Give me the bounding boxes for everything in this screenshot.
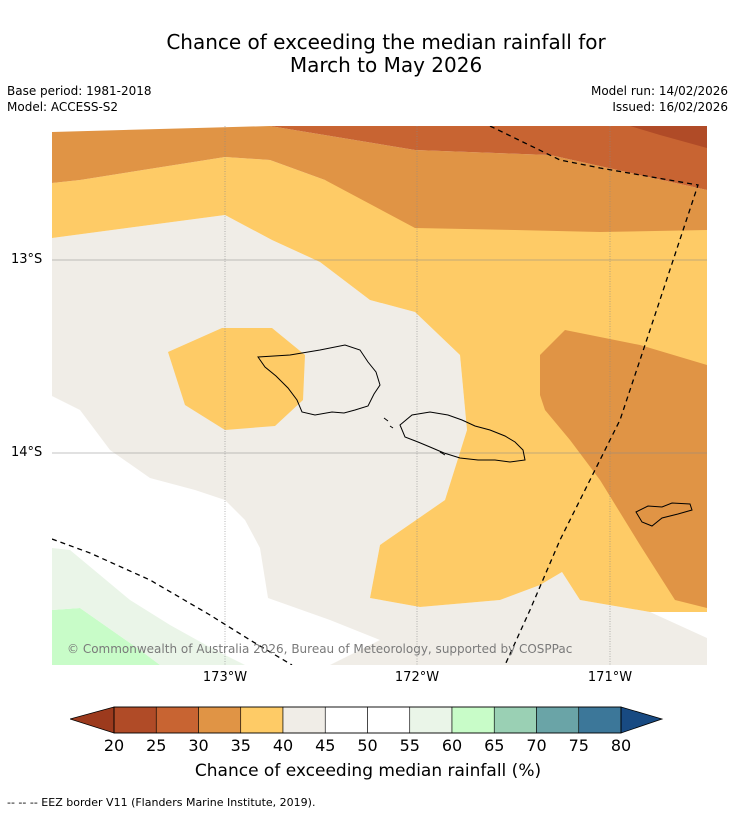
meta-right: Model run: 14/02/2026 Issued: 16/02/2026 — [591, 83, 728, 115]
title-line-2: March to May 2026 — [289, 53, 483, 77]
colorbar-tick-label: 40 — [272, 736, 294, 755]
eez-border-east — [489, 126, 699, 665]
colorbar-tick-label: 80 — [610, 736, 632, 755]
colorbar-cell — [536, 706, 580, 734]
issued-date: Issued: 16/02/2026 — [612, 100, 728, 114]
zone-35-40-west — [168, 328, 305, 430]
zone-45-50 — [52, 396, 380, 665]
zone-30-35-north — [52, 126, 707, 232]
colorbar-cell — [113, 706, 157, 734]
model-run: Model run: 14/02/2026 — [590, 84, 728, 98]
colorbar-cell — [409, 706, 453, 734]
map-area — [52, 126, 707, 665]
colorbar-tick-label: 20 — [103, 736, 125, 755]
colorbar-title: Chance of exceeding median rainfall (%) — [194, 761, 542, 781]
zone-60-65 — [52, 608, 160, 665]
copyright-notice: © Commonwealth of Australia 2026, Bureau… — [67, 642, 573, 656]
colorbar-cell — [198, 706, 242, 734]
zone-35-40 — [52, 157, 707, 612]
colorbar-svg — [68, 706, 664, 734]
colorbar-cells — [113, 706, 622, 734]
lon-label-172w: 172°W — [394, 670, 440, 685]
colorbar-cell — [240, 706, 284, 734]
colorbar-left-arrow — [68, 706, 115, 734]
colorbar-frame — [113, 706, 622, 734]
colorbar-cell — [451, 706, 495, 734]
colorbar-tick-label: 70 — [526, 736, 547, 755]
small-islets — [383, 417, 446, 456]
graticule — [52, 126, 707, 665]
savaii-island — [257, 344, 381, 416]
base-period: Base period: 1981-2018 — [7, 84, 152, 98]
rainfall-map — [52, 126, 707, 665]
chart-title: Chance of exceeding the median rainfall … — [0, 31, 736, 77]
colorbar-cell — [493, 706, 537, 734]
zone-20-25 — [630, 126, 707, 148]
meta-left: Base period: 1981-2018 Model: ACCESS-S2 — [7, 83, 152, 115]
colorbar-tick-label: 35 — [230, 736, 251, 755]
tutuila-island — [635, 502, 693, 527]
zone-55-60 — [52, 548, 245, 665]
colorbar-cell — [578, 706, 622, 734]
colorbar — [68, 703, 666, 739]
zone-25-30 — [52, 126, 707, 190]
zone-30-35-southeast — [540, 330, 707, 608]
colorbar-tick-label: 65 — [484, 736, 505, 755]
colorbar-tick-label: 75 — [568, 736, 589, 755]
model-name: Model: ACCESS-S2 — [7, 100, 119, 114]
eez-footnote: -- -- -- EEZ border V11 (Flanders Marine… — [7, 796, 316, 809]
colorbar-cell — [155, 706, 199, 734]
colorbar-tick-label: 55 — [399, 736, 420, 755]
lat-label-13s: 13°S — [11, 252, 43, 267]
lat-label-14s: 14°S — [11, 445, 43, 460]
lon-label-171w: 171°W — [587, 670, 633, 685]
lon-label-173w: 173°W — [202, 670, 248, 685]
eez-borders — [52, 126, 699, 665]
colorbar-tick-label: 60 — [441, 736, 463, 755]
colorbar-cell — [282, 706, 326, 734]
colorbar-right-arrow — [620, 706, 664, 734]
colorbar-cell — [367, 706, 411, 734]
colorbar-tick-label: 30 — [188, 736, 209, 755]
title-line-1: Chance of exceeding the median rainfall … — [166, 30, 606, 54]
colorbar-tick-label: 50 — [357, 736, 378, 755]
colorbar-cell — [324, 706, 368, 734]
colorbar-tick-label: 45 — [315, 736, 336, 755]
colorbar-tick-label: 25 — [146, 736, 167, 755]
upolu-island — [399, 411, 526, 463]
